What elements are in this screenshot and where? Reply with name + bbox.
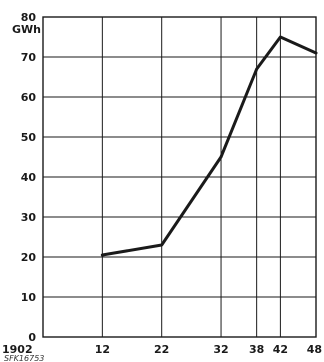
- y-tick-label: 60: [21, 91, 37, 104]
- grid-lines: [42, 16, 317, 338]
- x-tick-label: 38: [249, 343, 264, 356]
- x-tick-label: 22: [154, 343, 169, 356]
- y-tick-label: 20: [21, 251, 37, 264]
- x-axis-labels: 1902 12 22 32 38 42 48: [2, 343, 322, 356]
- y-tick-label: 0: [28, 331, 36, 344]
- y-tick-label: 10: [21, 291, 37, 304]
- x-tick-label: 12: [95, 343, 110, 356]
- y-tick-label: 80: [21, 11, 37, 24]
- y-axis-labels: 0 10 20 30 40 50 60 70 80: [21, 11, 37, 344]
- y-axis-unit: GWh: [12, 23, 41, 36]
- y-tick-label: 40: [21, 171, 37, 184]
- plot-frame: [42, 16, 317, 338]
- x-tick-label: 42: [273, 343, 288, 356]
- x-tick-label: 48: [307, 343, 322, 356]
- figure-code: SFK16753: [4, 354, 44, 362]
- series-line: [100, 35, 318, 257]
- x-tick-label: 1902: [2, 343, 33, 356]
- y-tick-label: 30: [21, 211, 37, 224]
- x-tick-label: 32: [213, 343, 228, 356]
- y-tick-label: 50: [21, 131, 37, 144]
- y-tick-label: 70: [21, 51, 37, 64]
